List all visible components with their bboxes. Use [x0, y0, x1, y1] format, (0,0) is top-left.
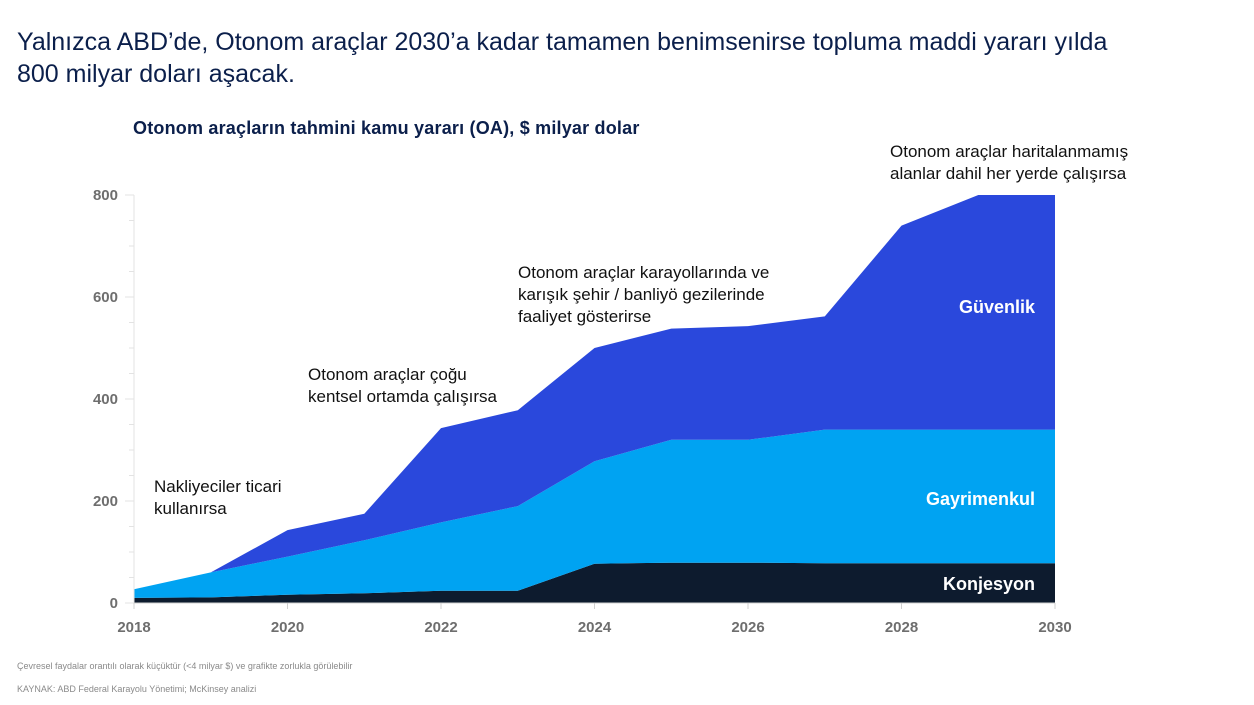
x-tick-label: 2018 [117, 619, 150, 636]
series-label-gayrimenkul: Gayrimenkul [926, 489, 1035, 509]
annotation-highways: Otonom araçlar karayollarında ve karışık… [518, 262, 769, 328]
headline-line-2: 800 milyar doları aşacak. [17, 60, 295, 88]
footnote: Çevresel faydalar orantılı olarak küçükt… [17, 661, 353, 671]
annotation-highways-line-1: Otonom araçlar karayollarında ve [518, 263, 770, 282]
annotation-shippers-line-2: kullanırsa [154, 499, 227, 518]
series-label-konjesyon: Konjesyon [943, 574, 1035, 594]
x-tick-label: 2026 [731, 619, 764, 636]
x-tick-label: 2022 [424, 619, 457, 636]
series-label-guvenlik: Güvenlik [959, 297, 1036, 317]
annotation-everywhere-line-1: Otonom araçlar haritalanmamış [890, 142, 1129, 161]
area-gayrimenkul [134, 429, 1055, 598]
area-guvenlik [134, 195, 1055, 590]
area-konjesyon [134, 562, 1055, 603]
annotation-everywhere-line-2: alanlar dahil her yerde çalışırsa [890, 164, 1127, 183]
y-tick-label: 200 [93, 493, 118, 510]
y-tick-label: 800 [93, 187, 118, 204]
chart-title: Otonom araçların tahmini kamu yararı (OA… [133, 118, 640, 138]
annotation-shippers: Nakliyeciler ticari kullanırsa [154, 476, 282, 520]
x-tick-label: 2024 [578, 619, 612, 636]
headline: Yalnızca ABD’de, Otonom araçlar 2030’a k… [17, 26, 1217, 90]
headline-line-1: Yalnızca ABD’de, Otonom araçlar 2030’a k… [17, 28, 1108, 56]
annotation-highways-line-3: faaliyet gösterirse [518, 307, 652, 326]
x-tick-label: 2030 [1038, 619, 1071, 636]
y-tick-label: 0 [110, 595, 118, 612]
annotation-urban: Otonom araçlar çoğu kentsel ortamda çalı… [308, 364, 497, 408]
y-tick-label: 400 [93, 391, 118, 408]
annotation-highways-line-2: karışık şehir / banliyö gezilerinde [518, 285, 765, 304]
annotation-urban-line-2: kentsel ortamda çalışırsa [308, 387, 497, 406]
x-tick-label: 2028 [885, 619, 918, 636]
annotation-urban-line-1: Otonom araçlar çoğu [308, 365, 467, 384]
source-note: KAYNAK: ABD Federal Karayolu Yönetimi; M… [17, 684, 257, 694]
y-tick-label: 600 [93, 289, 118, 306]
x-tick-label: 2020 [271, 619, 304, 636]
annotation-everywhere: Otonom araçlar haritalanmamış alanlar da… [890, 141, 1128, 185]
annotation-shippers-line-1: Nakliyeciler ticari [154, 477, 282, 496]
